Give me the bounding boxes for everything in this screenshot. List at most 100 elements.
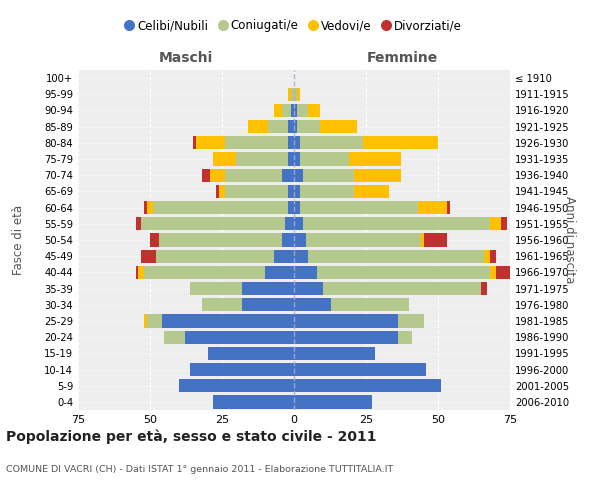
Bar	[202, 298, 242, 312]
Bar	[297, 120, 320, 134]
Bar	[268, 120, 288, 134]
Bar	[331, 298, 409, 312]
Bar	[484, 250, 490, 263]
Bar	[320, 120, 358, 134]
Bar	[158, 234, 283, 246]
Bar	[398, 314, 424, 328]
Bar	[147, 201, 153, 214]
Bar	[300, 136, 363, 149]
Bar	[193, 136, 196, 149]
Bar	[142, 250, 156, 263]
Text: Femmine: Femmine	[367, 51, 437, 65]
Bar	[150, 234, 158, 246]
Bar	[294, 330, 398, 344]
Bar	[242, 298, 294, 312]
Bar	[211, 168, 225, 182]
Text: Maschi: Maschi	[159, 51, 213, 65]
Bar	[294, 266, 317, 279]
Bar	[355, 168, 401, 182]
Bar	[283, 168, 294, 182]
Bar	[294, 234, 305, 246]
Bar	[248, 120, 268, 134]
Bar	[317, 266, 490, 279]
Bar	[283, 234, 294, 246]
Text: Anni di nascita: Anni di nascita	[563, 196, 577, 284]
Bar	[225, 168, 283, 182]
Bar	[242, 282, 294, 295]
Bar	[288, 136, 294, 149]
Bar	[196, 136, 225, 149]
Bar	[294, 104, 297, 117]
Bar	[216, 185, 219, 198]
Bar	[490, 266, 496, 279]
Bar	[300, 201, 418, 214]
Bar	[274, 104, 283, 117]
Bar	[288, 152, 294, 166]
Bar	[305, 234, 421, 246]
Bar	[286, 217, 294, 230]
Bar	[161, 314, 294, 328]
Bar	[294, 396, 372, 408]
Bar	[294, 185, 300, 198]
Bar	[144, 314, 147, 328]
Bar	[355, 185, 389, 198]
Bar	[142, 217, 286, 230]
Bar	[300, 185, 355, 198]
Text: COMUNE DI VACRI (CH) - Dati ISTAT 1° gennaio 2011 - Elaborazione TUTTITALIA.IT: COMUNE DI VACRI (CH) - Dati ISTAT 1° gen…	[6, 465, 393, 474]
Bar	[424, 234, 446, 246]
Bar	[446, 201, 449, 214]
Bar	[294, 217, 302, 230]
Bar	[294, 88, 297, 101]
Bar	[490, 250, 496, 263]
Bar	[490, 217, 502, 230]
Bar	[294, 168, 302, 182]
Bar	[288, 201, 294, 214]
Bar	[418, 201, 446, 214]
Bar	[294, 152, 300, 166]
Bar	[294, 346, 374, 360]
Bar	[496, 266, 518, 279]
Bar	[274, 250, 294, 263]
Bar	[302, 168, 355, 182]
Bar	[288, 88, 291, 101]
Bar	[294, 298, 331, 312]
Bar	[297, 104, 308, 117]
Bar	[363, 136, 438, 149]
Text: Popolazione per età, sesso e stato civile - 2011: Popolazione per età, sesso e stato civil…	[6, 430, 377, 444]
Bar	[214, 396, 294, 408]
Bar	[421, 234, 424, 246]
Bar	[398, 330, 412, 344]
Bar	[144, 201, 147, 214]
Bar	[502, 217, 507, 230]
Bar	[294, 363, 427, 376]
Bar	[294, 314, 398, 328]
Bar	[179, 379, 294, 392]
Bar	[288, 185, 294, 198]
Bar	[225, 185, 288, 198]
Bar	[481, 282, 487, 295]
Bar	[225, 136, 288, 149]
Bar	[308, 104, 320, 117]
Bar	[147, 314, 161, 328]
Bar	[190, 282, 242, 295]
Bar	[291, 104, 294, 117]
Bar	[190, 363, 294, 376]
Bar	[300, 152, 349, 166]
Bar	[294, 250, 308, 263]
Bar	[308, 250, 484, 263]
Bar	[294, 136, 300, 149]
Bar	[294, 282, 323, 295]
Bar	[294, 201, 300, 214]
Bar	[208, 346, 294, 360]
Text: Fasce di età: Fasce di età	[11, 205, 25, 275]
Bar	[219, 185, 225, 198]
Bar	[283, 104, 291, 117]
Legend: Celibi/Nubili, Coniugati/e, Vedovi/e, Divorziati/e: Celibi/Nubili, Coniugati/e, Vedovi/e, Di…	[122, 14, 466, 37]
Bar	[156, 250, 274, 263]
Bar	[297, 88, 300, 101]
Bar	[294, 120, 297, 134]
Bar	[202, 168, 211, 182]
Bar	[349, 152, 401, 166]
Bar	[288, 120, 294, 134]
Bar	[236, 152, 288, 166]
